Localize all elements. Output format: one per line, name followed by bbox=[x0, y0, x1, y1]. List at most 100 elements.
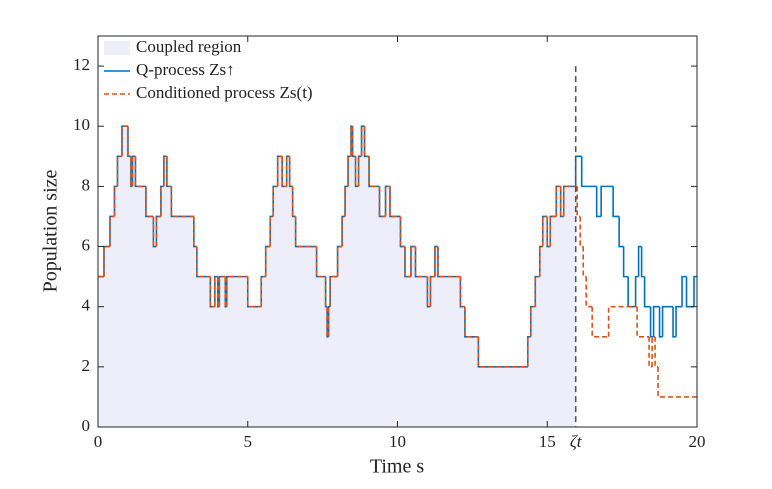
step-segment bbox=[622, 246, 629, 278]
step-segment bbox=[562, 185, 578, 217]
step-segment bbox=[225, 275, 248, 307]
step-segment bbox=[324, 276, 328, 308]
step-segment bbox=[368, 156, 380, 188]
step-segment bbox=[351, 126, 356, 158]
step-segment bbox=[693, 275, 697, 307]
step-segment bbox=[546, 216, 551, 248]
step-segment bbox=[555, 185, 561, 217]
step-segment bbox=[637, 245, 642, 277]
step-segment bbox=[170, 186, 194, 218]
step-segment bbox=[281, 156, 287, 188]
step-segment bbox=[269, 215, 274, 247]
step-segment bbox=[224, 276, 227, 308]
step-segment bbox=[155, 215, 161, 247]
step-segment bbox=[368, 156, 380, 188]
legend-label: Q-process Zs↑ bbox=[136, 60, 235, 79]
step-segment bbox=[459, 276, 465, 308]
x-tick-label: 5 bbox=[244, 432, 253, 451]
step-segment bbox=[634, 275, 639, 307]
step-segment bbox=[134, 156, 146, 188]
step-segment bbox=[116, 155, 122, 187]
step-segment bbox=[384, 185, 391, 217]
x-axis-label: Time s bbox=[370, 456, 425, 478]
step-segment bbox=[134, 156, 146, 188]
step-segment bbox=[675, 305, 683, 337]
step-segment bbox=[218, 275, 226, 307]
step-segment bbox=[360, 125, 365, 157]
step-segment bbox=[288, 156, 293, 188]
step-segment bbox=[399, 216, 405, 248]
step-segment bbox=[526, 335, 531, 367]
step-segment bbox=[103, 245, 110, 277]
step-segment bbox=[538, 245, 543, 277]
step-segment bbox=[163, 155, 167, 187]
step-segment bbox=[685, 276, 695, 308]
step-segment bbox=[344, 185, 349, 217]
step-segment bbox=[643, 276, 651, 308]
step-segment bbox=[272, 185, 278, 217]
step-segment bbox=[591, 306, 609, 338]
step-segment bbox=[109, 215, 115, 247]
step-segment bbox=[429, 275, 435, 307]
step-segment bbox=[260, 275, 266, 307]
step-segment bbox=[600, 185, 614, 217]
step-segment bbox=[414, 246, 428, 278]
step-segment bbox=[193, 216, 197, 248]
step-segment bbox=[651, 335, 656, 367]
y-tick-label: 4 bbox=[82, 296, 91, 315]
step-segment bbox=[464, 306, 479, 338]
step-segment bbox=[336, 245, 343, 277]
step-segment bbox=[672, 306, 677, 338]
step-segment bbox=[291, 186, 296, 218]
step-segment bbox=[529, 305, 536, 337]
step-segment bbox=[648, 336, 653, 368]
y-tick-label: 6 bbox=[82, 235, 91, 254]
step-segment bbox=[131, 155, 136, 187]
step-segment bbox=[541, 215, 548, 247]
step-segment bbox=[434, 245, 438, 277]
step-segment bbox=[347, 155, 352, 187]
step-segment bbox=[389, 186, 401, 218]
step-segment bbox=[285, 155, 290, 187]
step-segment bbox=[426, 276, 431, 308]
step-segment bbox=[294, 216, 317, 248]
step-segment bbox=[389, 186, 401, 218]
x-tick-label: 0 bbox=[94, 432, 103, 451]
step-segment bbox=[130, 156, 133, 188]
step-segment bbox=[464, 306, 479, 338]
step-segment bbox=[160, 185, 164, 217]
step-segment bbox=[649, 306, 654, 338]
step-segment bbox=[378, 186, 386, 218]
step-segment bbox=[582, 246, 587, 278]
legend-swatch bbox=[104, 41, 130, 55]
step-segment bbox=[276, 155, 283, 187]
step-segment bbox=[357, 155, 362, 187]
step-segment bbox=[559, 186, 564, 218]
y-tick-label: 2 bbox=[82, 356, 91, 375]
step-segment bbox=[363, 126, 370, 158]
step-segment bbox=[612, 186, 620, 218]
step-segment bbox=[217, 276, 220, 308]
step-segment bbox=[196, 246, 211, 278]
step-segment bbox=[246, 276, 262, 308]
step-segment bbox=[315, 246, 326, 278]
step-segment bbox=[437, 246, 461, 278]
step-segment bbox=[329, 275, 338, 307]
step-segment bbox=[246, 276, 262, 308]
y-tick-label: 10 bbox=[73, 115, 90, 134]
step-segment bbox=[404, 246, 411, 278]
step-segment bbox=[607, 305, 638, 337]
x-tick-label: 15 bbox=[539, 432, 556, 451]
step-segment bbox=[152, 216, 157, 248]
step-segment bbox=[170, 186, 194, 218]
step-segment bbox=[636, 306, 650, 338]
step-segment bbox=[574, 155, 582, 187]
step-segment bbox=[652, 305, 660, 337]
step-segment bbox=[654, 336, 659, 368]
step-segment bbox=[585, 276, 593, 308]
step-segment bbox=[404, 246, 411, 278]
step-segment bbox=[127, 126, 131, 158]
step-segment bbox=[661, 305, 674, 337]
step-segment bbox=[354, 156, 359, 188]
